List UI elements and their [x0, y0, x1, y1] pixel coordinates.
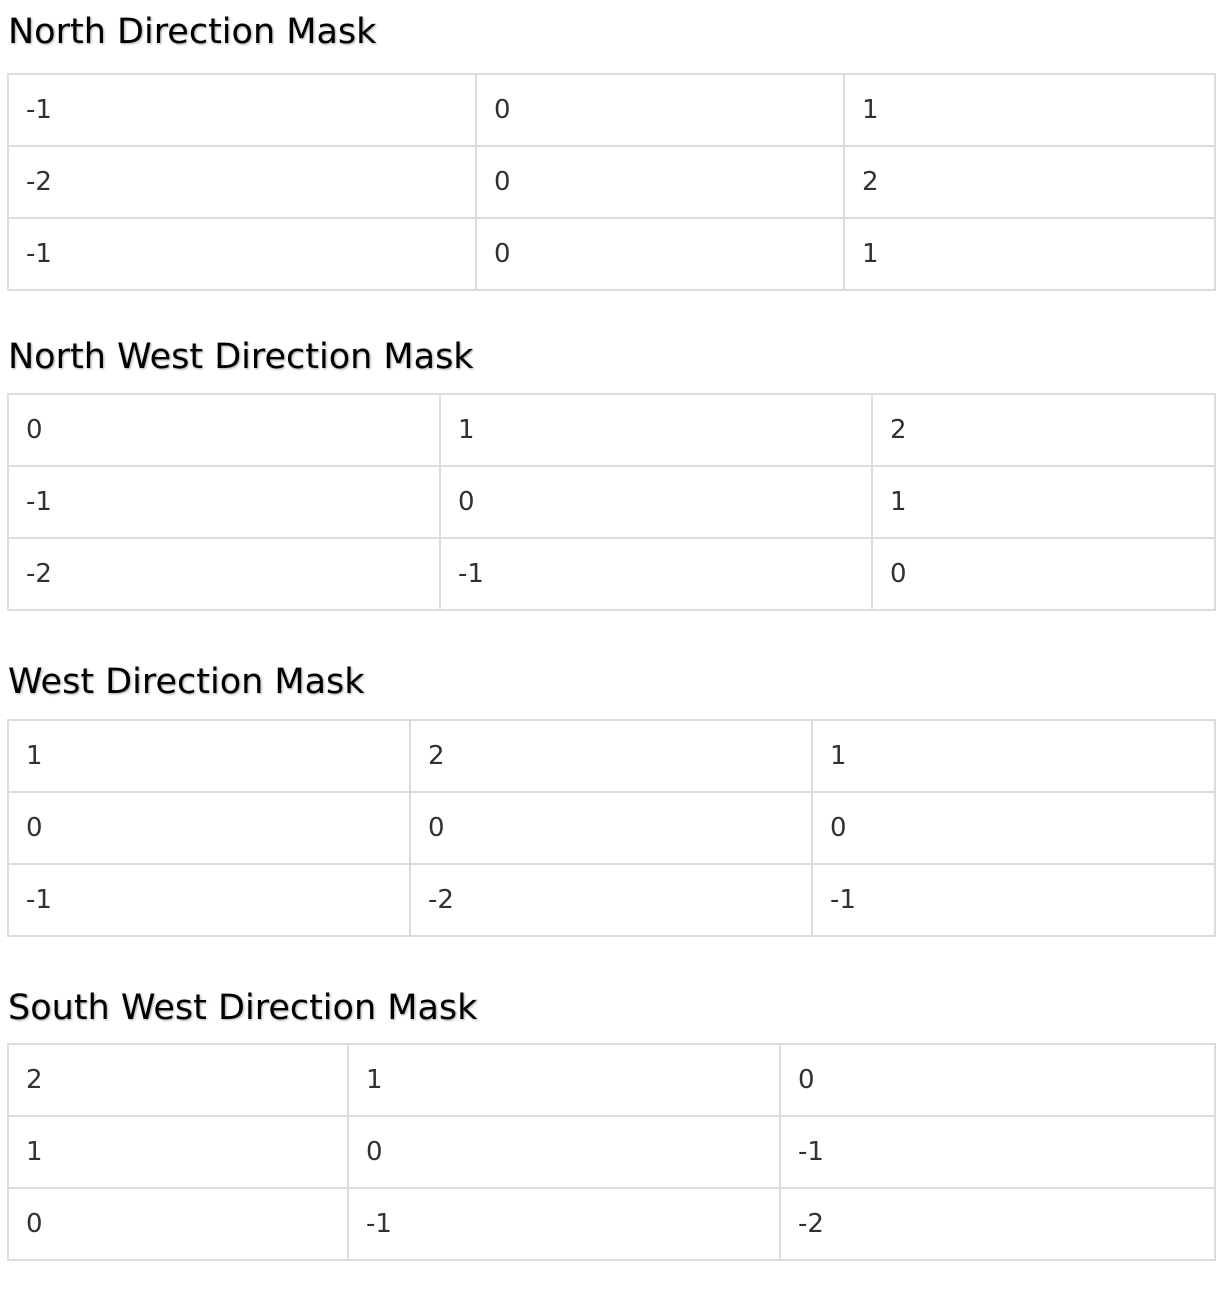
table-cell: 1 [811, 719, 1216, 793]
table-row: 0 -1 -2 [7, 1187, 1216, 1261]
table-cell: 0 [475, 145, 845, 219]
section-title: North West Direction Mask [8, 337, 474, 377]
mask-table: 0 1 2 -1 0 1 -2 -1 0 [7, 393, 1216, 611]
table-row: 0 0 0 [7, 791, 1216, 865]
table-cell: 2 [409, 719, 813, 793]
table-cell: 0 [811, 791, 1216, 865]
table-cell: -1 [7, 863, 411, 937]
mask-table: 2 1 0 1 0 -1 0 -1 -2 [7, 1043, 1216, 1261]
table-row: -2 0 2 [7, 145, 1216, 219]
table-cell: 2 [843, 145, 1216, 219]
table-cell: -2 [779, 1187, 1216, 1261]
table-cell: 0 [475, 73, 845, 147]
table-row: 1 2 1 [7, 719, 1216, 793]
table-cell: 0 [347, 1115, 781, 1189]
table-cell: 2 [7, 1043, 349, 1117]
table-row: 0 1 2 [7, 393, 1216, 467]
table-cell: 1 [439, 393, 873, 467]
table-cell: 0 [7, 1187, 349, 1261]
table-cell: -1 [811, 863, 1216, 937]
table-cell: 1 [7, 1115, 349, 1189]
table-cell: 1 [843, 217, 1216, 291]
table-cell: 0 [779, 1043, 1216, 1117]
section-title: North Direction Mask [8, 12, 377, 52]
mask-table: 1 2 1 0 0 0 -1 -2 -1 [7, 719, 1216, 937]
table-cell: 0 [7, 791, 411, 865]
section-title: West Direction Mask [8, 662, 365, 702]
table-cell: 1 [843, 73, 1216, 147]
table-cell: -2 [409, 863, 813, 937]
table-cell: 1 [7, 719, 411, 793]
table-cell: 0 [7, 393, 441, 467]
table-row: -1 0 1 [7, 73, 1216, 147]
mask-table: -1 0 1 -2 0 2 -1 0 1 [7, 73, 1216, 291]
table-cell: 0 [475, 217, 845, 291]
table-row: -1 0 1 [7, 217, 1216, 291]
table-row: -1 0 1 [7, 465, 1216, 539]
table-cell: 1 [347, 1043, 781, 1117]
table-row: -2 -1 0 [7, 537, 1216, 611]
table-row: -1 -2 -1 [7, 863, 1216, 937]
table-row: 1 0 -1 [7, 1115, 1216, 1189]
table-cell: -1 [7, 465, 441, 539]
table-cell: 0 [409, 791, 813, 865]
table-cell: 0 [439, 465, 873, 539]
section-title: South West Direction Mask [8, 988, 478, 1028]
table-cell: 2 [871, 393, 1216, 467]
table-cell: 0 [871, 537, 1216, 611]
table-cell: -1 [7, 217, 477, 291]
table-cell: -1 [779, 1115, 1216, 1189]
table-cell: 1 [871, 465, 1216, 539]
table-cell: -1 [347, 1187, 781, 1261]
table-row: 2 1 0 [7, 1043, 1216, 1117]
table-cell: -1 [439, 537, 873, 611]
table-cell: -1 [7, 73, 477, 147]
table-cell: -2 [7, 537, 441, 611]
table-cell: -2 [7, 145, 477, 219]
